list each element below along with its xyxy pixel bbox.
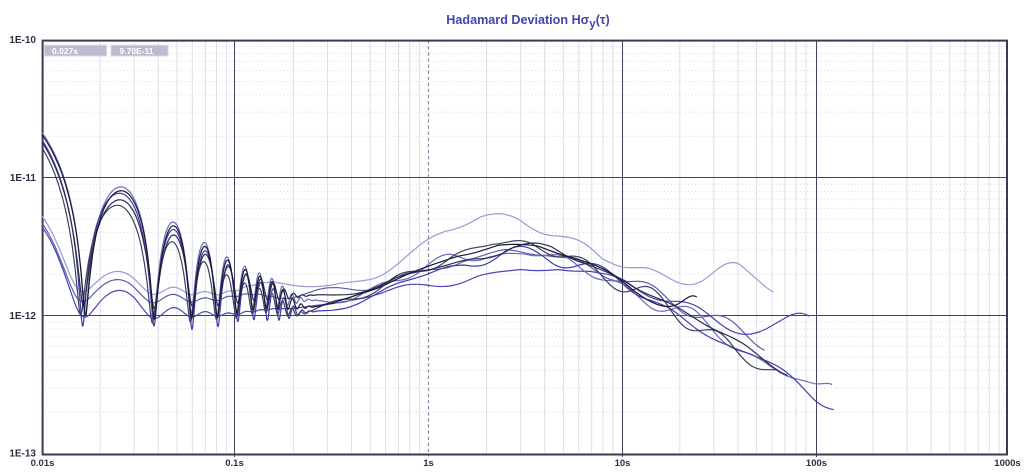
svg-text:Hadamard Deviation Hσy(τ): Hadamard Deviation Hσy(τ) bbox=[446, 13, 609, 31]
svg-text:100s: 100s bbox=[806, 458, 827, 469]
svg-text:1E-13: 1E-13 bbox=[9, 449, 36, 460]
svg-text:10s: 10s bbox=[615, 458, 631, 469]
svg-text:1000s: 1000s bbox=[994, 458, 1020, 469]
svg-text:1E-11: 1E-11 bbox=[10, 173, 37, 184]
svg-text:9.70E-11: 9.70E-11 bbox=[120, 46, 154, 56]
svg-text:1E-12: 1E-12 bbox=[9, 311, 36, 322]
svg-text:1s: 1s bbox=[423, 458, 434, 469]
svg-text:0.1s: 0.1s bbox=[225, 458, 244, 469]
svg-text:1E-10: 1E-10 bbox=[9, 35, 36, 46]
svg-text:0.01s: 0.01s bbox=[31, 458, 55, 469]
svg-text:0.027s: 0.027s bbox=[52, 46, 78, 56]
